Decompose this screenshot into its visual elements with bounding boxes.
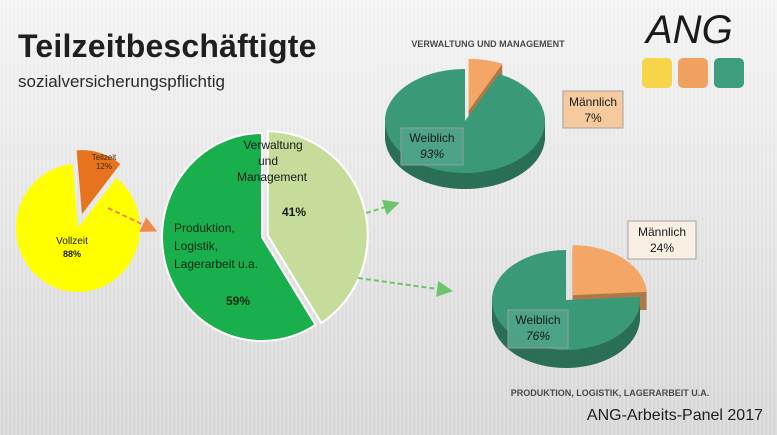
value-produktion-maennlich: 24%: [650, 241, 674, 255]
label-box-produktion-maennlich: [627, 220, 697, 260]
label-verwaltung-weiblich: Weiblich: [409, 131, 454, 145]
page-subtitle: sozialversicherungspflichtig: [18, 72, 225, 91]
value-verwaltung-weiblich: 93%: [420, 147, 444, 161]
logo-square-orange: [678, 58, 708, 88]
logo-text: ANG: [646, 8, 733, 52]
arrow-verwaltung-to-detail: [365, 199, 400, 215]
label-box-produktion-weiblich: [507, 309, 569, 349]
label-produktion-maennlich: Männlich: [638, 225, 686, 239]
label-produktion-weiblich: Weiblich: [515, 313, 560, 327]
credit-text: ANG-Arbeits-Panel 2017: [586, 407, 763, 424]
label-verwaltung: Verwaltung: [243, 138, 302, 152]
label-vollzeit: Vollzeit: [56, 236, 88, 247]
slice-verwaltung-maennlich: [468, 58, 503, 111]
label-produktion: Logistik,: [174, 239, 218, 253]
label-teilzeit: Teilzeit: [92, 153, 117, 162]
title-verwaltung-detail: VERWALTUNG UND MANAGEMENT: [411, 39, 565, 49]
label-verwaltung: Management: [237, 170, 308, 184]
label-produktion: Lagerarbeit u.a.: [174, 257, 258, 271]
value-vollzeit: 88%: [63, 249, 81, 259]
page-title: Teilzeitbeschäftigte: [18, 28, 317, 64]
value-verwaltung-maennlich: 7%: [584, 111, 602, 125]
slice-teilzeit: [76, 150, 121, 215]
logo-square-yellow: [642, 58, 672, 88]
label-produktion: Produktion,: [174, 221, 235, 235]
logo-square-green: [714, 58, 744, 88]
slice-verwaltung: [266, 130, 369, 325]
value-verwaltung: 41%: [282, 205, 306, 219]
title-produktion-detail: PRODUKTION, LOGISTIK, LAGERARBEIT U.A.: [511, 388, 710, 398]
slice-produktion: [161, 131, 317, 342]
label-verwaltung-maennlich: Männlich: [569, 95, 617, 109]
label-box-verwaltung-weiblich: [400, 127, 464, 166]
label-box-verwaltung-maennlich: [562, 90, 624, 129]
value-produktion-weiblich: 76%: [526, 329, 550, 343]
value-teilzeit: 12%: [96, 162, 112, 171]
slice-produktion-maennlich: [572, 245, 647, 296]
slice-vollzeit: [16, 164, 141, 292]
value-produktion: 59%: [226, 294, 250, 308]
arrow-produktion-to-detail: [357, 277, 453, 297]
label-verwaltung: und: [258, 154, 278, 168]
